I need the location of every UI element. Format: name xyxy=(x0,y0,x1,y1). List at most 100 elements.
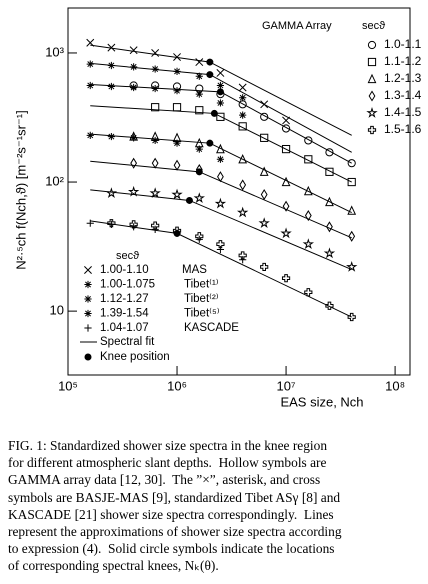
caption-line: for different atmospheric slant depths. … xyxy=(8,455,327,471)
marker xyxy=(130,63,138,71)
marker xyxy=(173,139,181,147)
marker xyxy=(130,223,138,231)
marker xyxy=(195,106,204,115)
marker xyxy=(151,65,159,73)
caption-line: of corresponding spectral knees, Nₖ(θ). xyxy=(8,558,219,574)
marker xyxy=(325,196,334,207)
marker xyxy=(173,87,181,95)
marker xyxy=(260,100,269,109)
marker xyxy=(107,132,115,141)
marker xyxy=(303,185,313,196)
legend-marker xyxy=(367,125,377,135)
marker xyxy=(238,251,247,260)
marker xyxy=(195,145,203,153)
marker xyxy=(323,247,336,259)
legend-label: 1.1-1.2 xyxy=(384,54,422,68)
marker xyxy=(84,266,92,274)
legend-label: 1.5-1.6 xyxy=(384,122,422,136)
fit-line xyxy=(90,83,352,164)
marker xyxy=(347,205,357,215)
legend-marker xyxy=(368,90,376,102)
caption-line: represent the approximations of shower s… xyxy=(8,524,342,540)
marker xyxy=(86,219,94,227)
marker xyxy=(195,90,203,98)
marker xyxy=(238,83,247,92)
marker xyxy=(86,60,94,68)
marker xyxy=(216,81,225,90)
marker xyxy=(281,274,291,283)
marker xyxy=(304,209,312,222)
marker xyxy=(130,157,138,169)
legend2-sec: secϑ xyxy=(116,250,139,262)
marker xyxy=(210,109,218,117)
marker xyxy=(216,240,225,249)
marker xyxy=(195,235,203,243)
marker xyxy=(281,144,291,154)
marker xyxy=(281,176,291,187)
legend-marker xyxy=(367,40,377,50)
marker xyxy=(149,187,161,199)
marker xyxy=(260,188,268,201)
marker xyxy=(195,72,203,80)
marker xyxy=(259,166,269,176)
marker xyxy=(238,122,247,131)
fit-line xyxy=(90,105,352,183)
marker xyxy=(173,159,181,171)
marker xyxy=(151,103,160,112)
legend-label: KASCADE xyxy=(184,322,239,334)
legend-marker xyxy=(367,57,377,67)
legend-label: Tibet⁽⁵⁾ xyxy=(184,307,220,320)
marker xyxy=(151,49,160,57)
y-tick-label: 10 xyxy=(50,303,64,318)
marker xyxy=(84,309,92,318)
marker xyxy=(216,245,225,254)
marker xyxy=(151,157,159,169)
legend-label: Tibet⁽¹⁾ xyxy=(184,278,219,291)
marker xyxy=(216,112,225,121)
marker xyxy=(84,324,92,332)
marker xyxy=(195,168,203,176)
marker xyxy=(239,111,247,119)
marker xyxy=(206,139,214,147)
marker xyxy=(346,260,358,272)
legend-label: 1.2-1.3 xyxy=(384,71,422,85)
x-axis-label: EAS size, Nch xyxy=(280,394,363,409)
marker xyxy=(206,58,214,66)
marker xyxy=(347,312,356,322)
legend-marker xyxy=(367,73,377,84)
marker xyxy=(127,185,140,197)
marker xyxy=(214,197,227,209)
marker xyxy=(216,69,225,77)
marker xyxy=(130,134,138,142)
marker xyxy=(86,38,95,47)
legend-label: Tibet⁽²⁾ xyxy=(184,292,219,305)
legend-label: 1.12-1.27 xyxy=(100,293,149,305)
marker xyxy=(325,148,334,157)
marker xyxy=(347,159,356,168)
marker xyxy=(260,112,269,121)
legend-label: 1.00-1.10 xyxy=(100,264,149,276)
marker xyxy=(84,280,92,289)
marker xyxy=(151,136,159,145)
marker xyxy=(258,217,270,229)
marker xyxy=(216,88,224,96)
marker xyxy=(216,143,225,154)
marker xyxy=(105,187,118,199)
marker xyxy=(302,238,315,250)
marker xyxy=(304,288,313,297)
legend-label: Spectral fit xyxy=(100,336,155,348)
legend-marker xyxy=(366,107,378,118)
legend-label: MAS xyxy=(182,264,207,276)
marker xyxy=(217,171,224,183)
marker xyxy=(84,295,92,303)
marker xyxy=(129,220,138,229)
x-tick-label: 10⁸ xyxy=(385,378,405,393)
marker xyxy=(173,67,181,75)
marker xyxy=(325,167,334,176)
marker xyxy=(280,227,292,239)
legend-label: 1.3-1.4 xyxy=(384,88,422,102)
marker xyxy=(260,262,269,272)
marker xyxy=(304,155,313,164)
marker xyxy=(326,221,333,233)
x-tick-label: 10⁵ xyxy=(58,378,78,393)
